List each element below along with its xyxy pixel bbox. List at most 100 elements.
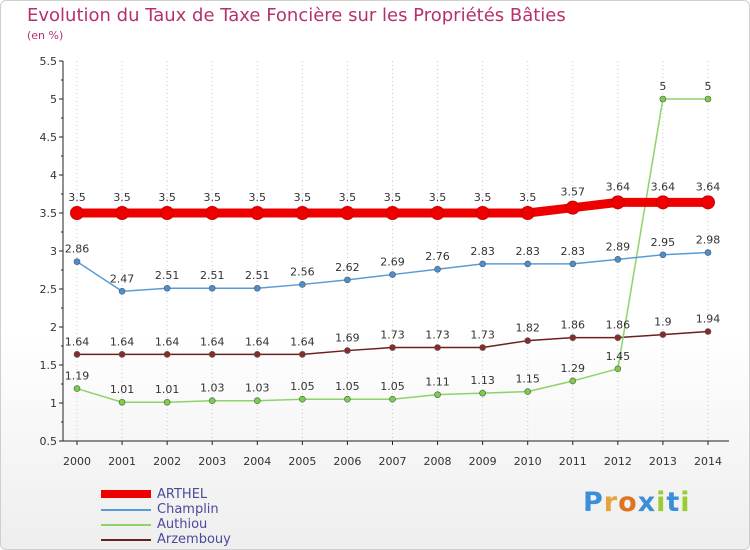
data-label: 1.86 — [561, 319, 586, 332]
data-label: 1.73 — [380, 329, 405, 342]
data-label: 5 — [704, 80, 711, 93]
data-point — [475, 206, 490, 220]
data-label: 1.69 — [335, 332, 360, 345]
x-tick-label: 2000 — [63, 455, 91, 468]
data-label: 1.01 — [110, 383, 135, 396]
data-label: 3.64 — [651, 180, 676, 193]
data-point — [479, 344, 486, 351]
data-label: 3.64 — [696, 180, 721, 193]
y-tick-label: 5.5 — [40, 55, 58, 68]
data-point — [434, 265, 441, 273]
data-label: 2.56 — [290, 265, 315, 278]
data-point — [344, 395, 351, 403]
legend-swatch — [101, 490, 151, 498]
data-point — [70, 206, 84, 220]
y-tick-label: 3.5 — [40, 207, 58, 220]
data-label: 3.64 — [606, 180, 631, 193]
x-tick-label: 2010 — [514, 455, 542, 468]
logo-letter: x — [637, 487, 657, 518]
data-point — [73, 258, 81, 265]
data-point — [430, 206, 445, 220]
y-tick-label: 0.5 — [40, 435, 58, 448]
data-point — [115, 206, 130, 220]
data-label: 3.5 — [384, 191, 402, 204]
data-point — [208, 397, 216, 405]
data-label: 2.83 — [470, 245, 495, 258]
data-point — [569, 260, 577, 268]
data-point — [524, 388, 532, 395]
data-label: 1.64 — [110, 335, 135, 348]
legend-swatch — [101, 509, 151, 511]
data-label: 1.73 — [470, 329, 495, 342]
x-tick-label: 2007 — [378, 455, 406, 468]
logo-letter: i — [656, 487, 667, 518]
data-point — [340, 206, 355, 220]
data-point — [614, 256, 622, 263]
data-point — [565, 200, 580, 215]
x-tick-label: 2006 — [333, 455, 361, 468]
data-point — [253, 351, 261, 358]
data-point — [700, 195, 715, 210]
x-tick-label: 2003 — [198, 455, 226, 468]
data-point — [250, 206, 265, 220]
data-label: 1.05 — [380, 380, 405, 393]
data-point — [253, 284, 261, 292]
data-point — [524, 260, 532, 268]
x-tick-label: 2009 — [469, 455, 497, 468]
data-label: 3.5 — [339, 191, 357, 204]
data-label: 2.51 — [200, 269, 225, 282]
x-tick-label: 2013 — [649, 455, 677, 468]
x-tick-label: 2001 — [108, 455, 136, 468]
data-label: 3.5 — [294, 191, 312, 204]
legend-label: Authiou — [157, 517, 208, 532]
logo-letter: i — [680, 487, 691, 518]
data-point — [704, 328, 712, 335]
data-point — [659, 251, 667, 259]
data-point — [569, 377, 577, 385]
data-point — [163, 398, 171, 406]
data-point — [299, 395, 306, 403]
data-label: 1.45 — [606, 350, 631, 363]
y-tick-label: 4 — [50, 169, 57, 182]
data-point — [479, 389, 486, 397]
y-tick-label: 3 — [50, 245, 57, 258]
y-axis-unit: (en %) — [27, 29, 64, 42]
data-point — [253, 397, 261, 405]
data-label: 1.11 — [425, 376, 450, 389]
data-point — [118, 351, 126, 358]
data-label: 3.57 — [561, 186, 586, 199]
data-point — [389, 395, 396, 403]
data-label: 2.69 — [380, 256, 405, 269]
x-tick-label: 2004 — [243, 455, 271, 468]
data-point — [659, 331, 667, 338]
chart-title: Evolution du Taux de Taxe Foncière sur l… — [27, 5, 566, 26]
data-label: 3.5 — [519, 191, 537, 204]
data-point — [479, 260, 486, 268]
data-point — [344, 276, 351, 284]
data-point — [208, 284, 216, 292]
data-point — [118, 287, 126, 295]
data-label: 2.76 — [425, 250, 450, 263]
y-tick-label: 5 — [50, 93, 57, 106]
logo-letter: o — [618, 487, 638, 518]
data-label: 1.64 — [200, 335, 225, 348]
data-point — [205, 206, 220, 220]
logo-letter: P — [583, 487, 604, 518]
data-point — [520, 206, 535, 220]
data-point — [434, 391, 441, 398]
y-tick-label: 1 — [50, 397, 57, 410]
data-point — [659, 95, 667, 103]
y-tick-label: 2.5 — [40, 283, 58, 296]
data-label: 2.83 — [561, 245, 586, 258]
data-point — [73, 385, 81, 392]
data-point — [524, 337, 532, 344]
data-point — [163, 284, 171, 292]
data-point — [160, 206, 175, 220]
data-label: 1.13 — [470, 374, 495, 387]
data-point — [344, 347, 351, 354]
legend-label: Champlin — [157, 502, 219, 517]
data-point — [614, 365, 622, 373]
data-point — [655, 195, 670, 210]
data-label: 1.05 — [335, 380, 360, 393]
